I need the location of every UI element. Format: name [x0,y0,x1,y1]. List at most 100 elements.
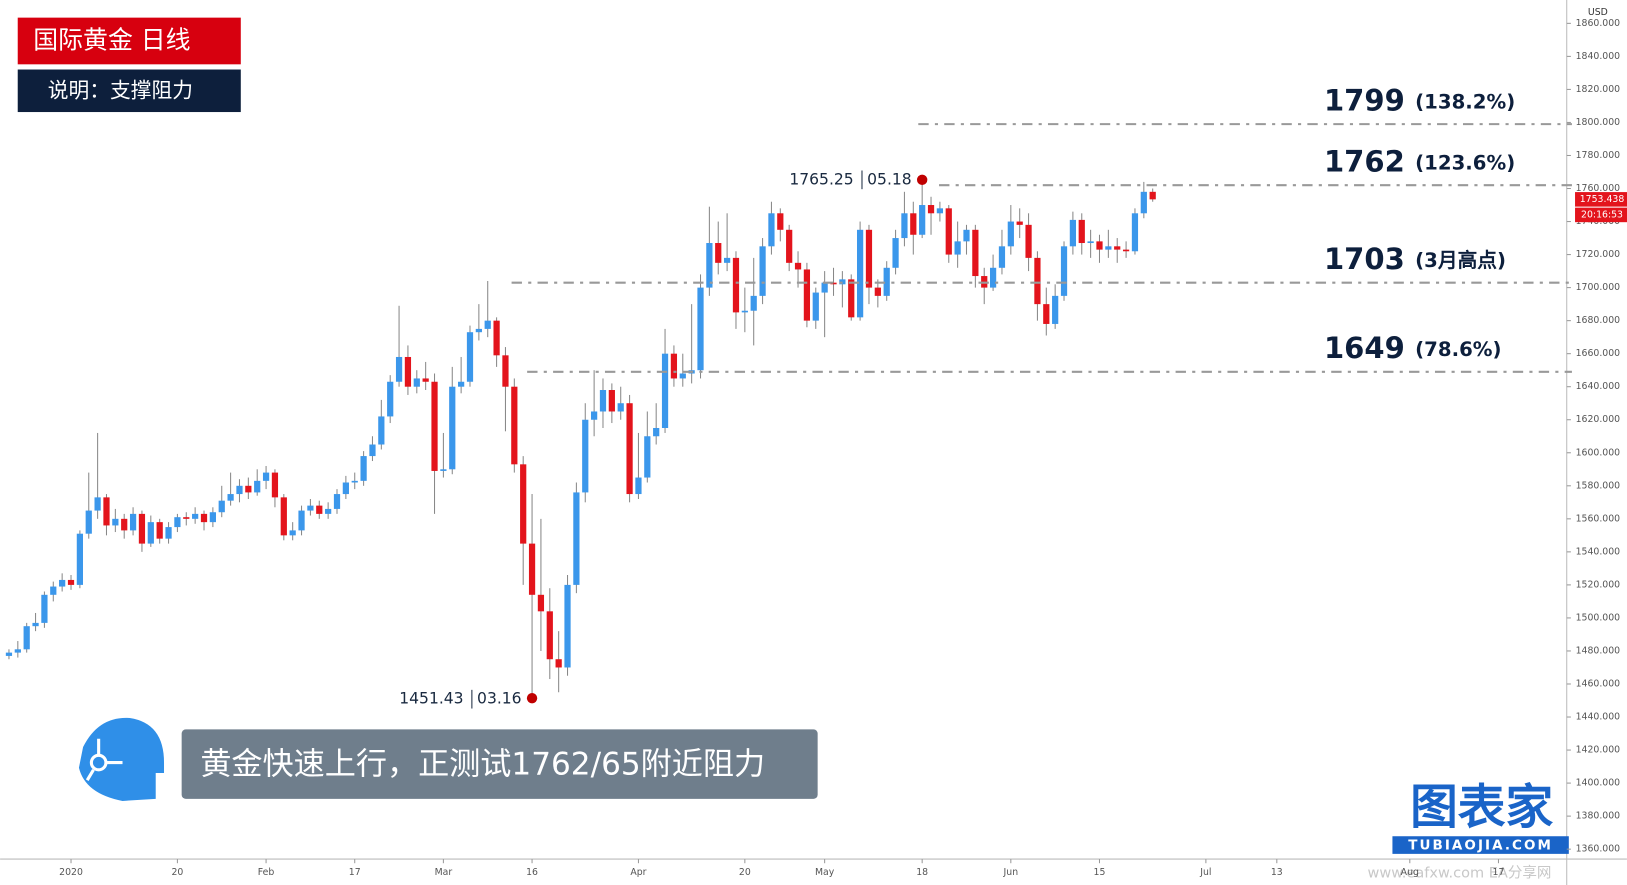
extreme-date: 03.16 [477,690,522,708]
candle-body [919,205,926,235]
logo-icon [78,717,165,801]
level-value: 1649 [1324,331,1405,365]
candle-body [325,508,332,514]
candle-body [289,530,296,536]
candle-body [1114,246,1121,250]
candle-body [1096,241,1103,250]
candle-body [183,517,190,519]
candle-body [271,472,279,498]
x-tick-label: Apr [630,867,646,878]
candle-body [209,512,216,523]
candle-body [821,282,828,293]
y-tick-label: 1780.000 [1576,150,1621,161]
candle-body [112,518,119,526]
candle-body [910,213,917,235]
level-note: (3月高点) [1415,248,1506,271]
candle-body [661,353,669,428]
candle-body [298,510,305,531]
y-tick-label: 1380.000 [1576,811,1621,822]
candle-body [777,213,784,230]
candle-body [582,419,589,493]
candle-body [404,356,412,387]
candle-body [1060,246,1068,296]
candle-body [395,356,403,382]
countdown-tag [1575,207,1627,223]
candle-body [484,320,491,329]
candle-body [963,229,970,242]
last-price-tag [1575,192,1627,207]
y-tick-label: 1700.000 [1576,282,1621,293]
candle-body [67,579,75,585]
x-tick-label: 16 [526,867,538,878]
candle-body [706,243,713,288]
extreme-dot [916,174,928,186]
x-tick-label: Mar [435,867,453,878]
y-tick-label: 1540.000 [1576,546,1621,557]
candle-body [989,267,997,288]
candle-body [502,355,509,387]
candle-body [945,208,952,255]
candle-body [759,246,766,296]
last-price: 1753.438 [1580,194,1625,205]
candle-body [440,469,447,471]
candle-body [608,390,615,412]
level-value: 1703 [1324,242,1405,276]
candle-body [41,594,48,623]
extreme-date: 05.18 [867,170,912,188]
candle-body [555,659,562,668]
candle-body [493,320,500,356]
candle-body [351,480,358,483]
candle-body [901,213,908,239]
x-tick-label: 20 [739,867,751,878]
y-tick-label: 1480.000 [1576,645,1621,656]
candle-body [245,485,252,493]
y-tick-label: 1520.000 [1576,579,1621,590]
y-tick-label: 1620.000 [1576,414,1621,425]
brand-bar [1392,836,1569,854]
x-tick-label: Jul [1199,867,1211,878]
candle-body [803,269,811,321]
x-tick-label: 20 [171,867,183,878]
candle-body [307,505,314,511]
candle-body [200,513,208,523]
candle-body [280,497,287,536]
candle-body [369,444,376,457]
candle-body [697,287,704,371]
candle-body [573,492,580,585]
candle-body [1122,249,1130,252]
y-tick-label: 1440.000 [1576,712,1621,723]
level-note: (78.6%) [1415,338,1501,361]
x-tick-label: 15 [1094,867,1106,878]
candle-body [1078,219,1085,244]
y-tick-label: 1840.000 [1576,51,1621,62]
candle-body [954,241,961,255]
y-tick-label: 1760.000 [1576,183,1621,194]
candle-body [174,517,181,528]
candle-body [794,262,802,270]
candle-body [768,213,775,247]
candle-body [998,246,1006,268]
y-tick-label: 1460.000 [1576,678,1621,689]
candle-body [528,543,536,595]
candle-body [644,436,651,478]
candle-body [378,416,385,445]
brand-name: 图表家 [1410,780,1553,835]
candle-body [1016,221,1023,225]
candle-body [830,282,837,285]
candle-body [865,229,873,288]
candle-body [316,505,323,514]
candle-body [458,381,465,387]
x-tick-label: 2020 [59,867,83,878]
candle-body [750,295,757,311]
candle-body [679,373,686,379]
candle-body [85,510,92,534]
candle-body [732,257,740,313]
candle-body [1025,224,1032,258]
candle-body [1034,257,1041,305]
y-tick-label: 1680.000 [1576,315,1621,326]
level-label: 1649 (78.6%) [1324,331,1502,365]
subtitle: 说明：支撑阻力 [48,78,193,102]
caption: 黄金快速上行，正测试1762/65附近阻力 [200,747,765,783]
candle-body [591,411,598,420]
